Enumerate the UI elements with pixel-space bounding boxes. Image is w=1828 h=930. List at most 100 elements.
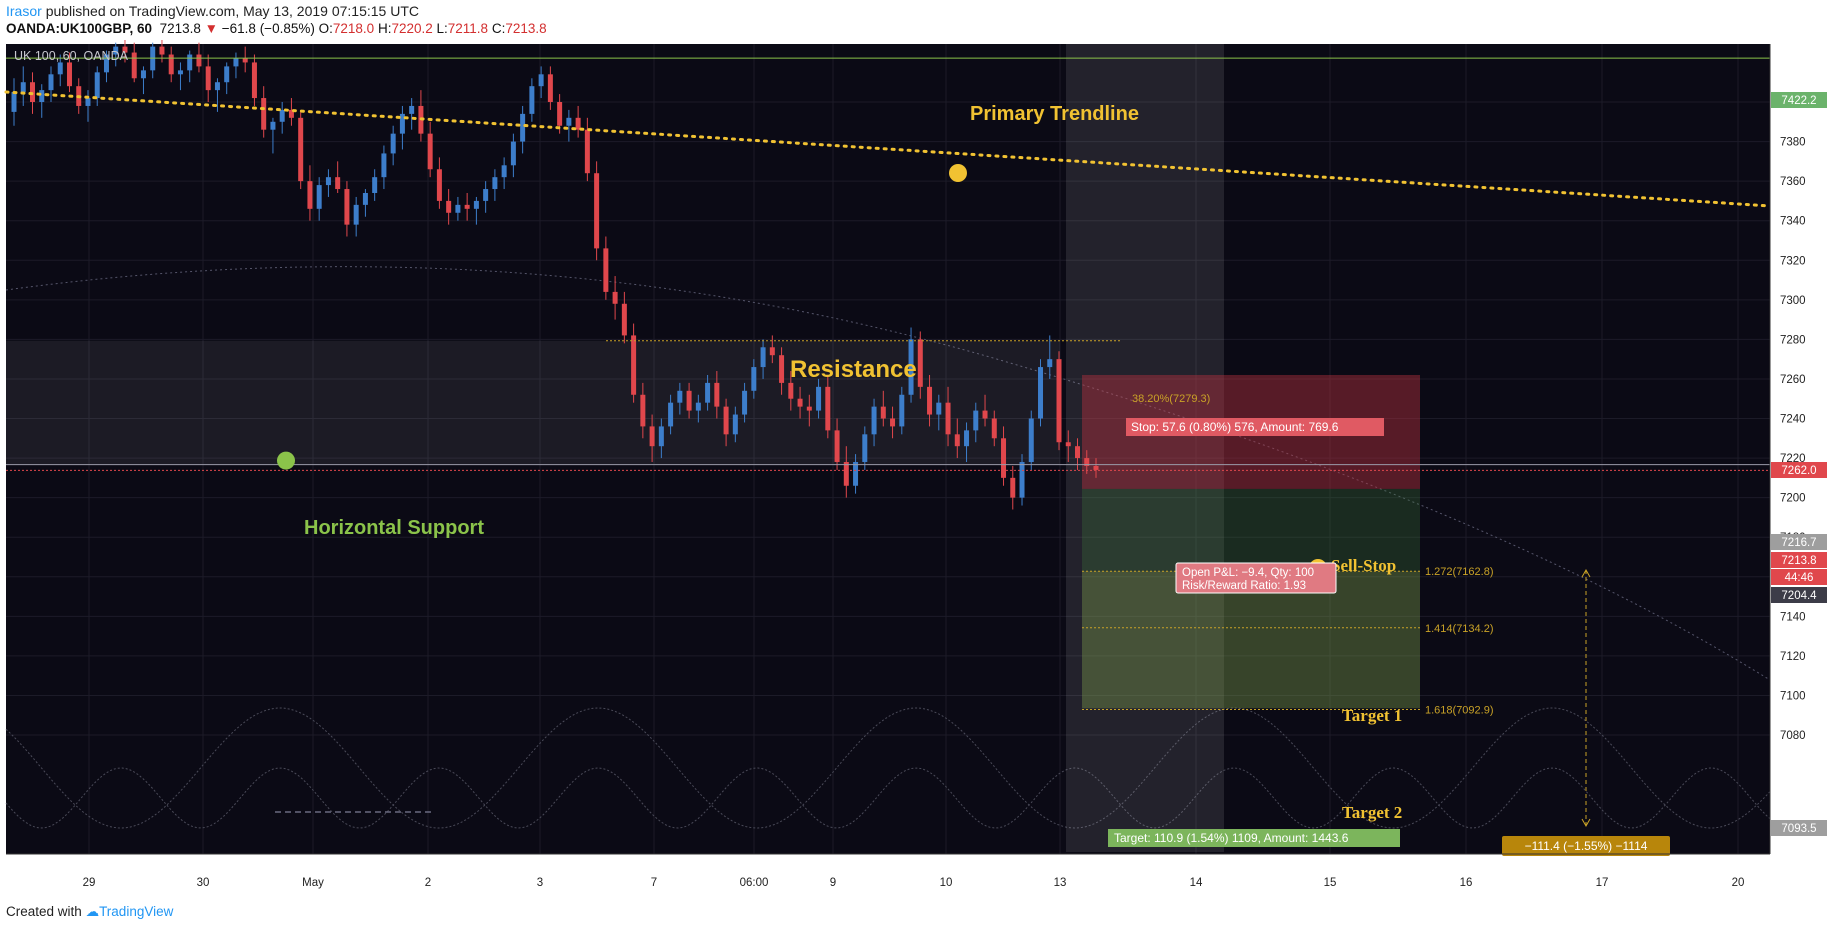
candle-body: [1093, 465, 1099, 470]
candle-body: [917, 339, 923, 387]
candle-body: [316, 185, 322, 209]
y-tick-label: 7200: [1780, 493, 1806, 505]
y-tick-label: 7340: [1780, 216, 1806, 228]
symbol-name[interactable]: OANDA:UK100GBP, 60: [6, 21, 153, 36]
price-axis-badge: [1771, 820, 1827, 836]
target-label: Target: 110.9 (1.54%) 1109, Amount: 1443…: [1114, 831, 1349, 845]
candle-body: [48, 74, 54, 91]
candle-body: [94, 72, 100, 99]
primary-trendline: [4, 90, 1772, 208]
y-tick-label: 7120: [1780, 651, 1806, 663]
candle-body: [168, 54, 174, 75]
candle-body: [584, 129, 590, 174]
highlight-band: [1066, 44, 1224, 852]
price-chart[interactable]: Primary Trendline Resistance Horizontal Su…: [0, 40, 1828, 896]
candle-body: [1001, 438, 1007, 478]
candle-body: [529, 86, 535, 114]
grid-lines: [6, 44, 1770, 854]
candle-body: [742, 390, 748, 415]
candle-body: [483, 189, 489, 201]
candle-body: [242, 58, 248, 63]
y-tick-label: 7280: [1780, 334, 1806, 346]
candle-body: [520, 113, 526, 142]
price-axis-badge: [1771, 587, 1827, 603]
cycle-waves: [5, 266, 1771, 829]
price-axis-badge: [1771, 534, 1827, 550]
candle-body: [658, 426, 664, 447]
target-zone-upper: [1082, 488, 1420, 572]
candle-body: [668, 402, 674, 427]
price-axis-badge-text: 7216.7: [1781, 537, 1816, 549]
candle-body: [187, 54, 193, 71]
candle-body: [1028, 418, 1034, 463]
candle-body: [131, 52, 137, 79]
author-link[interactable]: Irasor: [6, 3, 42, 19]
candle-body: [446, 200, 452, 213]
candle-body: [66, 62, 72, 87]
price-axis-badge: [1771, 569, 1827, 585]
price-axis-badge-text: 7093.5: [1781, 823, 1816, 835]
candle-body: [57, 62, 63, 75]
open-label: O:: [318, 21, 333, 36]
candle-body: [732, 414, 738, 435]
last-price: 7213.8: [159, 21, 201, 36]
x-tick-label: 16: [1460, 877, 1473, 889]
candle-body: [927, 386, 933, 415]
candle-body: [1038, 367, 1044, 419]
candle-body: [261, 98, 267, 130]
target-zone-lower: [1082, 571, 1420, 709]
candle-body: [1075, 446, 1081, 459]
candle-body: [233, 58, 239, 67]
y-tick-label: 7100: [1780, 690, 1806, 702]
high-value: 7220.2: [391, 21, 433, 36]
instrument-label: UK 100, 60, OANDA: [14, 49, 129, 63]
candle-body: [325, 177, 331, 186]
price-axis-badge-text: 7213.8: [1781, 555, 1816, 567]
x-tick-label: 13: [1054, 877, 1067, 889]
pnl-label: Open P&L: −9.4, Qty: 100: [1182, 567, 1314, 579]
candle-body: [344, 189, 350, 225]
candle-body: [557, 102, 563, 126]
candle-body: [436, 169, 442, 201]
candle-body: [945, 402, 951, 435]
candle-body: [899, 394, 905, 427]
x-tick-label: 29: [83, 877, 96, 889]
zones: [6, 44, 1420, 852]
low-value: 7211.8: [447, 21, 489, 36]
support-dot: [277, 451, 295, 470]
x-tick-label: 7: [651, 877, 657, 889]
candle-body: [640, 394, 646, 427]
close-label: C:: [491, 21, 506, 36]
x-tick-label: 3: [537, 877, 543, 889]
price-axis-badge: [1771, 462, 1827, 478]
fib-1618-label: 1.618(7092.9): [1425, 704, 1494, 716]
open-value: 7218.0: [332, 21, 375, 36]
candle-body: [372, 177, 378, 193]
candle-body: [307, 181, 313, 209]
primary-trendline-label: Primary Trendline: [970, 103, 1139, 125]
tradingview-link[interactable]: TradingView: [99, 904, 174, 919]
candle-body: [464, 204, 470, 209]
candle-body: [159, 46, 165, 55]
rr-label: Risk/Reward Ratio: 1.93: [1182, 580, 1306, 592]
tradingview-logo-icon[interactable]: ☁: [85, 904, 100, 919]
candle-body: [566, 117, 572, 126]
candle-body: [769, 347, 775, 356]
candle-body: [705, 382, 711, 403]
candle-body: [196, 54, 202, 67]
measure-arrows: [1581, 568, 1591, 828]
candles: [11, 40, 1099, 510]
candle-body: [1019, 462, 1025, 498]
x-tick-label: May: [302, 877, 324, 889]
candle-body: [177, 70, 183, 75]
candle-body: [871, 406, 877, 435]
candle-body: [723, 406, 729, 435]
candle-body: [612, 291, 618, 304]
price-axis-badge: [1771, 92, 1827, 108]
candle-body: [594, 173, 600, 249]
candle-body: [113, 46, 119, 55]
fib-38-label: 38.20%(7279.3): [1132, 393, 1210, 405]
candle-body: [205, 66, 211, 91]
y-tick-label: 7140: [1780, 611, 1806, 623]
down-arrow-icon: ▼: [204, 21, 219, 36]
